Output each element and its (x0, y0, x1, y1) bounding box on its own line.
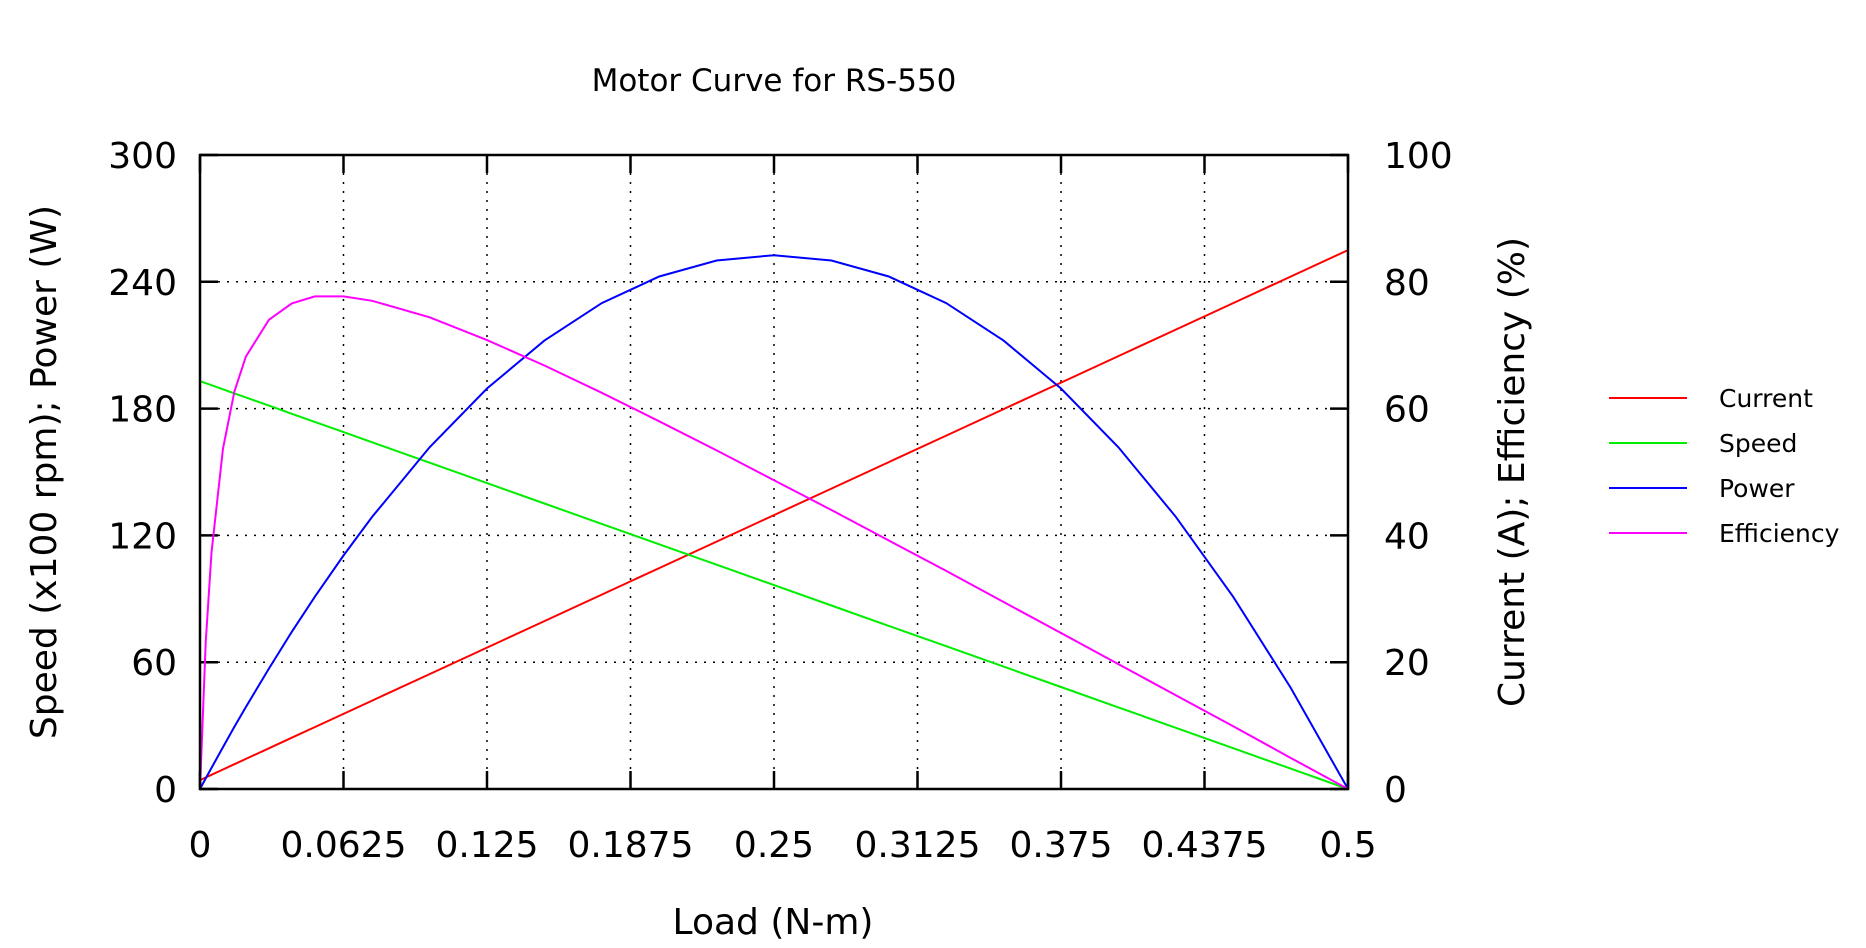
y-tick-label: 300 (108, 136, 177, 177)
y2-tick-label: 60 (1384, 390, 1430, 431)
series-line-speed (199, 380, 1349, 790)
x-tick-label: 0.375 (1009, 825, 1112, 866)
x-tick-label: 0.5 (1319, 825, 1376, 866)
y-tick-label: 180 (108, 390, 177, 431)
legend-label-speed: Speed (1719, 429, 1797, 458)
series-lines (199, 249, 1349, 790)
x-tick-label: 0.125 (435, 825, 538, 866)
x-tick-label: 0.3125 (855, 825, 981, 866)
grid (200, 155, 1348, 789)
y2-tick-label: 0 (1384, 770, 1407, 811)
x-axis-label: Load (N-m) (673, 902, 874, 943)
legend: Current Speed Power Efficiency (1609, 384, 1840, 548)
legend-label-efficiency: Efficiency (1719, 519, 1840, 548)
y-tick-label: 240 (108, 263, 177, 304)
chart-title: Motor Curve for RS-550 (592, 63, 957, 99)
y2-tick-label: 20 (1384, 643, 1430, 684)
plot-frame (198, 153, 1350, 791)
x-tick-label: 0.1875 (568, 825, 694, 866)
y-tick-label: 60 (131, 643, 177, 684)
x-tick-label: 0.4375 (1142, 825, 1268, 866)
x-tick-label: 0.25 (734, 825, 814, 866)
ticks: 0 0.0625 0.125 0.1875 0.25 0.3125 0.375 0.4375 0… (108, 136, 1452, 866)
y-axis-label: Speed (x100 rpm); Power (W) (24, 205, 65, 739)
series-line-efficiency (199, 295, 1349, 790)
y2-tick-label: 40 (1384, 516, 1430, 557)
legend-label-power: Power (1719, 474, 1795, 503)
y2-tick-label: 100 (1384, 136, 1453, 177)
series-line-power (199, 254, 1349, 790)
series-line-current (199, 249, 1349, 782)
legend-label-current: Current (1719, 384, 1813, 413)
x-tick-label: 0.0625 (281, 825, 407, 866)
y-tick-label: 120 (108, 516, 177, 557)
y2-axis-label: Current (A); Efficiency (%) (1492, 237, 1533, 707)
y2-tick-label: 80 (1384, 263, 1430, 304)
y-tick-label: 0 (154, 770, 177, 811)
x-tick-label: 0 (189, 825, 212, 866)
